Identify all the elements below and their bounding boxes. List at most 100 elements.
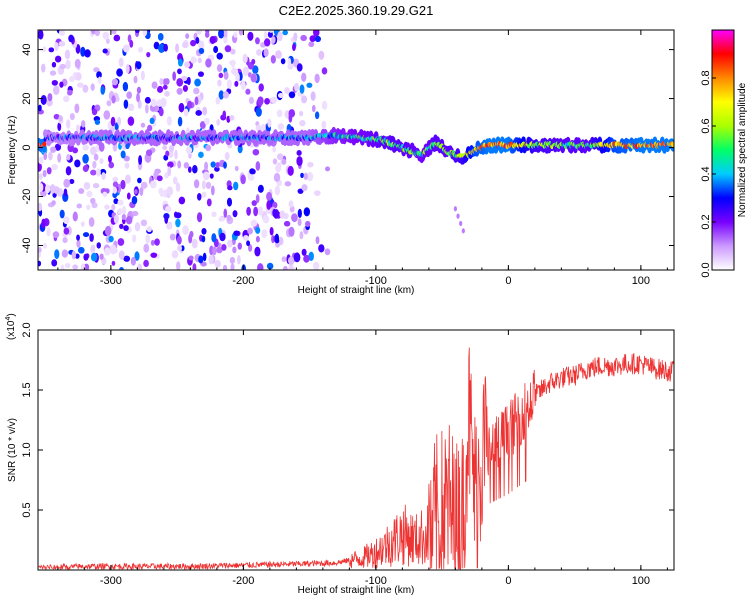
spectrogram-cell [90, 30, 96, 35]
spectrogram-cell [296, 156, 303, 167]
spectrogram-cell [134, 251, 140, 261]
spectrogram-cell [202, 171, 210, 181]
spectrogram-cell [315, 236, 320, 245]
spectrogram-cell [123, 44, 130, 53]
spectrogram-cell [177, 160, 182, 169]
spectrogram-cell [129, 39, 134, 48]
spectrogram-cell [138, 46, 143, 53]
spectrogram-frame [37, 29, 675, 271]
spectrogram-cell [293, 32, 298, 41]
spectrogram-cell [296, 150, 302, 156]
spectrogram-cell [63, 188, 68, 197]
spectrogram-cell [51, 200, 56, 206]
spectrogram-cell [57, 122, 62, 132]
spectrogram-cell [142, 30, 148, 37]
spectrogram-cell [306, 82, 313, 88]
spectrogram-cell [157, 85, 164, 93]
spectrogram-cell [222, 264, 228, 270]
spectrogram-cell [219, 232, 226, 242]
spectrogram-cell [96, 71, 102, 79]
spectrogram-cell [269, 226, 274, 236]
spectrogram-cell [74, 159, 81, 168]
spectrogram-cell [231, 59, 236, 68]
spectrogram-cell [188, 255, 194, 261]
spectrogram-cell [175, 43, 180, 53]
spectrogram-cell [216, 52, 223, 60]
spectrogram-cell [49, 184, 56, 194]
spectrogram-cell [218, 216, 225, 222]
spectrogram-cell [172, 176, 178, 185]
spectrogram-cell [185, 146, 193, 154]
spectrogram-cell [274, 233, 280, 244]
spectrogram-cell [240, 80, 246, 91]
spectrogram-cell [41, 63, 46, 73]
colorbar: 0.0 0.2 0.4 0.6 0.8 Normalized spectral ampl… [700, 29, 748, 278]
spectrogram-cell [127, 103, 135, 112]
spectrogram-cell [204, 31, 210, 38]
spectrogram-cell [267, 118, 272, 128]
spectrogram-cell [72, 264, 79, 270]
y-tick-label: 1.0 [21, 442, 33, 457]
spectrogram-cell [242, 53, 248, 64]
spectrogram-cell [223, 208, 228, 218]
spectrogram-cell [271, 36, 276, 44]
spectrogram-cell [202, 106, 208, 116]
spectrogram-cell [106, 100, 112, 107]
spectrogram-cell [257, 96, 264, 106]
snr-x-axis: -300 -200 -100 0 100 [57, 330, 668, 587]
spectrogram-cell [211, 233, 217, 243]
colorbar-tick-label: 0.6 [700, 118, 712, 133]
spectrogram-cell [264, 38, 271, 47]
spectrogram-cell [211, 211, 217, 218]
spectrogram-cell [243, 234, 249, 242]
spectrogram-cell [297, 218, 302, 227]
spectrogram-cell [120, 179, 126, 190]
spectrogram-cell [223, 161, 227, 169]
spectrogram-cell [232, 210, 238, 218]
spectrogram-cell [163, 43, 168, 52]
spectrogram-cell [314, 73, 320, 84]
spectrogram-cell [116, 68, 123, 77]
spectrogram-cell [102, 31, 110, 40]
spectrogram-cell [174, 212, 182, 219]
spectrogram-cell [299, 110, 304, 117]
spectrogram-cell [58, 41, 66, 47]
spectrogram-cell [197, 57, 202, 64]
spectrogram-cell [303, 254, 310, 263]
spectrogram-cell [237, 144, 243, 154]
colorbar-tick-label: 0.2 [700, 214, 712, 229]
spectrogram-cell [306, 171, 314, 182]
spectrogram-cell [257, 206, 264, 216]
spectrogram-cell [39, 182, 44, 192]
spectrogram-cell [287, 57, 292, 67]
spectrogram-cell [111, 260, 116, 266]
snr-y-multiplier: (x104) [5, 313, 17, 340]
spectrogram-cell [67, 89, 73, 96]
spectrogram-cell [63, 178, 71, 188]
spectrogram-cell [146, 51, 151, 58]
spectrogram-cell [212, 246, 217, 256]
spectrogram-cell [185, 33, 190, 39]
spectrogram-cell [117, 208, 123, 215]
spectrogram-cell [314, 35, 322, 43]
spectrogram-cell [270, 54, 276, 64]
spectrogram-cell [250, 219, 258, 227]
spectrogram-cell [195, 30, 203, 35]
spectrogram-cell [88, 217, 95, 227]
spectrogram-cell [134, 222, 141, 232]
spectrogram-cell [38, 156, 44, 165]
spectrogram-cell [193, 179, 200, 189]
spectrogram-cell [266, 191, 273, 202]
spectrogram-cell [83, 181, 91, 190]
spectrogram-cell [288, 91, 296, 99]
y-tick-label: 0.5 [21, 502, 33, 517]
spectrogram-cell [301, 95, 308, 104]
spectrogram-cell [293, 252, 301, 263]
spectrogram-cell [311, 104, 316, 113]
spectrogram-cell [274, 185, 281, 196]
ridge-streak [453, 206, 457, 212]
spectrogram-cell [51, 79, 58, 86]
spectrogram-cell [143, 259, 149, 268]
spectrogram-cell [287, 256, 295, 265]
spectrogram-cell [258, 83, 264, 92]
